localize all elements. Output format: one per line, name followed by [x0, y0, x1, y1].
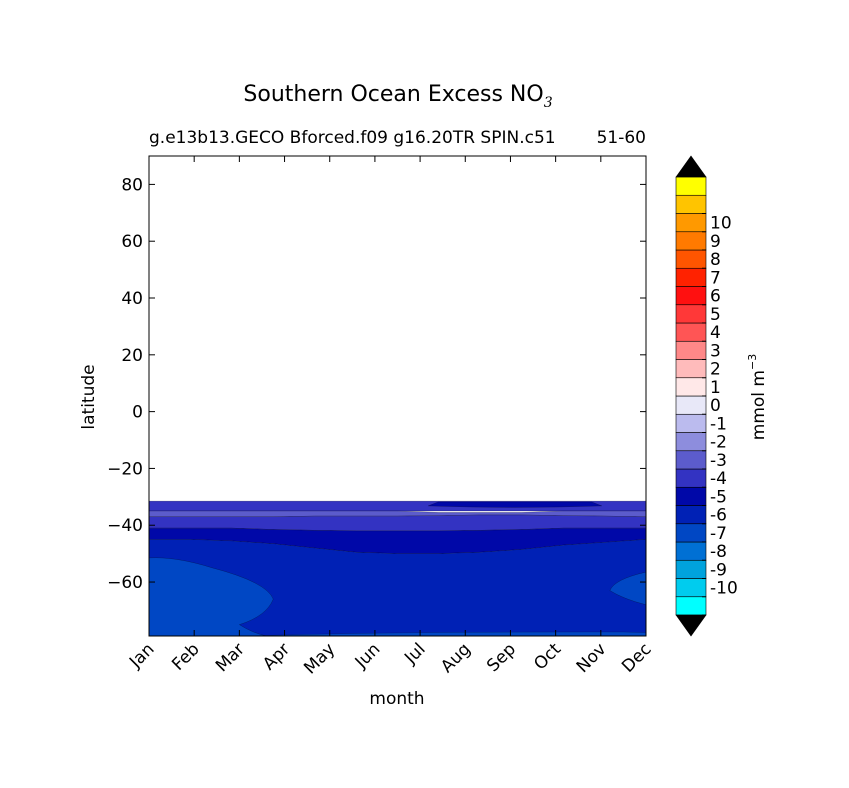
- colorbar-bin-23: [675, 176, 707, 196]
- y-tick-label-0: 80: [121, 175, 143, 195]
- contour-patch-top: [428, 501, 602, 508]
- colorbar-label-19: 8: [710, 250, 721, 270]
- colorbar-bin-12: [675, 377, 707, 397]
- colorbar-label-6: -5: [710, 487, 727, 507]
- colorbar-bin-9: [675, 432, 707, 452]
- plot-area: [148, 156, 647, 637]
- colorbar-label-7: -4: [710, 469, 727, 489]
- colorbar-bin-3: [675, 541, 707, 561]
- colorbar-label-main: mmol m: [749, 370, 769, 440]
- colorbar-extend-min: [675, 614, 707, 637]
- colorbar-label-17: 6: [710, 287, 721, 307]
- colorbar-label-1: -10: [710, 579, 738, 599]
- y-tick-label-6: −40: [107, 516, 143, 536]
- chart-title-main: Southern Ocean Excess NO: [243, 82, 543, 107]
- x-axis-label: month: [369, 689, 424, 709]
- colorbar-label-10: -1: [710, 414, 727, 434]
- colorbar-bin-11: [675, 395, 707, 415]
- colorbar-label-4: -7: [710, 524, 727, 544]
- colorbar-label-16: 5: [710, 305, 721, 325]
- chart-subtitle-right: 51-60: [597, 128, 646, 148]
- colorbar-bin-15: [675, 322, 707, 342]
- contour-patch-bottom: [248, 631, 647, 637]
- colorbar-label-2: -9: [710, 560, 727, 580]
- colorbar-label-14: 3: [710, 341, 721, 361]
- colorbar-label-18: 7: [710, 268, 721, 288]
- chart-title: Southern Ocean Excess NO3: [243, 82, 552, 111]
- colorbar-bin-22: [675, 194, 707, 214]
- colorbar-bin-4: [675, 523, 707, 543]
- x-tick-label-aug: Aug: [437, 639, 475, 677]
- colorbar-bin-7: [675, 468, 707, 488]
- x-tick-label-dec: Dec: [618, 639, 655, 676]
- colorbar-label-5: -6: [710, 506, 727, 526]
- colorbar-label-8: -3: [710, 451, 727, 471]
- x-tick-label-jul: Jul: [400, 639, 429, 668]
- colorbar-label-3: -8: [710, 542, 727, 562]
- y-axis-label: latitude: [79, 364, 99, 429]
- colorbar-bin-21: [675, 213, 707, 233]
- colorbar-bin-5: [675, 505, 707, 525]
- colorbar-label-20: 9: [710, 232, 721, 252]
- y-tick-label-1: 60: [121, 232, 143, 252]
- y-tick-label-3: 20: [121, 346, 143, 366]
- colorbar-label-15: 4: [710, 323, 721, 343]
- y-tick-label-4: 0: [132, 403, 143, 423]
- colorbar-bin-16: [675, 304, 707, 324]
- colorbar-bin-0: [675, 596, 707, 616]
- x-tick-label-jan: Jan: [125, 639, 158, 672]
- colorbar-label-9: -2: [710, 433, 727, 453]
- x-tick-label-sep: Sep: [483, 639, 520, 676]
- colorbar-bin-6: [675, 486, 707, 506]
- chart-title-sub: 3: [544, 95, 553, 111]
- x-tick-label-may: May: [300, 639, 339, 678]
- colorbar-bin-2: [675, 559, 707, 579]
- x-tick-label-apr: Apr: [259, 639, 294, 674]
- colorbar-bin-13: [675, 359, 707, 379]
- y-tick-label-7: −60: [107, 573, 143, 593]
- colorbar-label-21: 10: [710, 214, 732, 234]
- x-tick-label-feb: Feb: [168, 639, 203, 674]
- plot-frame: [148, 155, 647, 637]
- x-tick-label-mar: Mar: [212, 639, 249, 676]
- colorbar-bin-20: [675, 231, 707, 251]
- colorbar-bin-1: [675, 578, 707, 598]
- colorbar-bin-14: [675, 340, 707, 360]
- x-tick-label-nov: Nov: [573, 639, 611, 677]
- colorbar-extend-max: [675, 155, 707, 178]
- y-tick-label-2: 40: [121, 289, 143, 309]
- colorbar-label-exp: −3: [746, 354, 759, 370]
- colorbar-label: mmol m−3: [746, 354, 769, 440]
- colorbar-label-11: 0: [710, 396, 721, 416]
- y-tick-label-5: −20: [107, 459, 143, 479]
- colorbar-bin-18: [675, 267, 707, 287]
- colorbar-bin-10: [675, 413, 707, 433]
- x-tick-label-jun: Jun: [351, 639, 385, 673]
- chart-subtitle-left: g.e13b13.GECO Bforced.f09 g16.20TR SPIN.…: [149, 128, 556, 148]
- colorbar-label-12: 1: [710, 378, 721, 398]
- contour-patch-east: [609, 571, 647, 606]
- colorbar-bin-17: [675, 286, 707, 306]
- contour-patch-west: [148, 557, 274, 637]
- x-tick-label-oct: Oct: [530, 639, 565, 674]
- colorbar-bin-8: [675, 450, 707, 470]
- colorbar-label-13: 2: [710, 360, 721, 380]
- colorbar-bin-19: [675, 249, 707, 269]
